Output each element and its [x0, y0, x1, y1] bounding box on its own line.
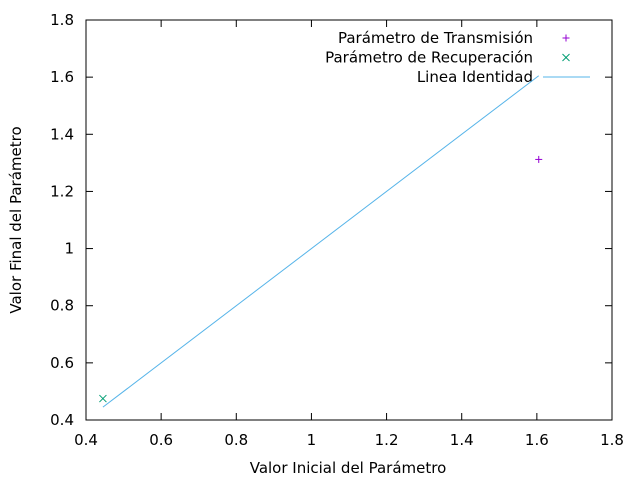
x-tick-label: 0.4 [74, 431, 98, 449]
legend-label: Parámetro de Recuperación [325, 49, 533, 67]
y-tick-label: 1.4 [50, 125, 74, 143]
y-tick-label: 1.2 [50, 182, 74, 200]
y-tick-label: 1 [64, 240, 74, 258]
data-point-d2 [99, 394, 107, 403]
x-tick-label: 1.2 [375, 431, 399, 449]
x-tick-label: 1 [307, 431, 317, 449]
legend-label: Parámetro de Transmisión [338, 29, 533, 47]
x-tick-label: 1.4 [450, 431, 474, 449]
y-tick-label: 1.6 [50, 68, 74, 86]
y-tick-label: 0.4 [50, 411, 74, 429]
y-tick-label: 1.8 [50, 11, 74, 29]
y-tick-label: 0.6 [50, 354, 74, 372]
y-tick-label: 0.8 [50, 297, 74, 315]
x-axis-label: Valor Inicial del Parámetro [250, 459, 447, 477]
identity-line [102, 75, 540, 408]
legend-label: Linea Identidad [417, 68, 533, 86]
x-tick-label: 0.8 [224, 431, 248, 449]
x-tick-label: 1.8 [600, 431, 624, 449]
y-axis-label: Valor Final del Parámetro [7, 126, 25, 313]
plot-border [85, 19, 613, 421]
legend-marker-d2 [562, 53, 570, 62]
x-tick-label: 1.6 [525, 431, 549, 449]
x-tick-label: 0.6 [149, 431, 173, 449]
